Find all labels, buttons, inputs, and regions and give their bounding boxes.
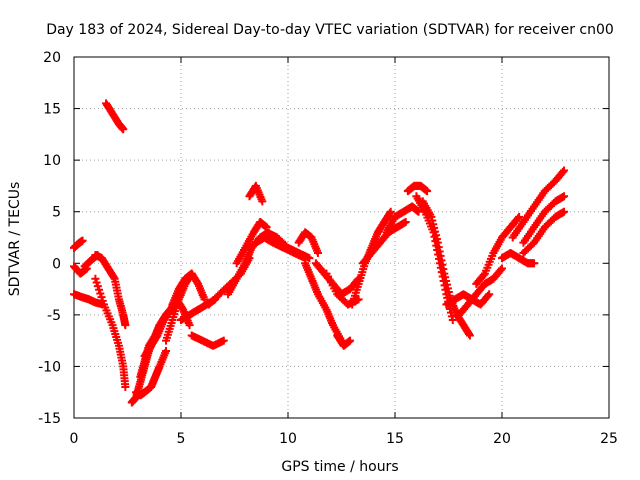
data-point [485, 290, 494, 299]
y-tick-label: -10 [38, 359, 61, 375]
data-point [162, 346, 171, 355]
x-tick-label: 5 [177, 431, 186, 447]
data-point [219, 336, 228, 345]
tick-layer: 0 5 10 15 20 25 20 15 10 5 0 -5 -10 -15 [38, 50, 618, 447]
x-tick-label: 20 [493, 431, 511, 447]
series-s23 [301, 259, 346, 345]
series-s15 [187, 331, 228, 350]
data-point [498, 264, 506, 273]
series-s36 [498, 248, 539, 268]
data-point [119, 125, 128, 134]
data-point [121, 321, 130, 330]
y-axis-label: SDTVAR / TECUs [7, 182, 23, 297]
y-tick-label: 10 [43, 153, 61, 169]
data-point [465, 331, 474, 340]
series-s39 [519, 207, 569, 257]
series-s18 [232, 218, 271, 268]
data-point [305, 254, 314, 263]
y-tick-label: 15 [43, 102, 61, 118]
data-point [401, 218, 410, 227]
series-s26 [333, 331, 355, 350]
y-tick-label: -5 [47, 308, 61, 324]
series-s22 [294, 228, 322, 257]
data-point [530, 259, 539, 268]
y-tick-label: -15 [38, 411, 61, 427]
x-tick-label: 25 [600, 431, 618, 447]
series-s30 [403, 181, 432, 196]
series-s37 [508, 166, 569, 242]
series-s28 [358, 218, 410, 268]
plot-frame [73, 56, 610, 419]
data-point [515, 212, 524, 221]
data-point [414, 207, 423, 216]
x-tick-label: 10 [279, 431, 297, 447]
data-point [346, 336, 355, 345]
series-s01 [70, 236, 87, 252]
marks-layer [70, 99, 569, 407]
x-axis-label: GPS time / hours [281, 459, 398, 475]
series-s29 [382, 202, 423, 237]
series-s03 [70, 262, 91, 278]
data-point [423, 187, 432, 196]
data-point [386, 207, 395, 216]
series-s05 [91, 274, 130, 392]
data-point [121, 383, 130, 392]
series-s11 [140, 295, 194, 361]
data-point [560, 166, 569, 175]
series-s19 [245, 181, 267, 206]
y-tick-label: 0 [52, 256, 61, 272]
x-tick-label: 0 [70, 431, 79, 447]
series-s35 [472, 212, 524, 288]
series-s21 [262, 228, 314, 263]
series-s34 [455, 264, 506, 319]
y-tick-label: 5 [52, 205, 61, 221]
data-point [258, 197, 267, 206]
series-s13 [168, 269, 209, 309]
series-s07 [102, 99, 128, 134]
data-point [78, 236, 87, 245]
x-tick-label: 15 [386, 431, 404, 447]
data-point [313, 248, 322, 257]
chart-title: Day 183 of 2024, Sidereal Day-to-day VTE… [46, 22, 614, 38]
y-tick-label: 20 [43, 50, 61, 66]
data-point [448, 316, 457, 325]
series-s06 [91, 251, 130, 330]
series-s09 [132, 346, 171, 400]
data-point [560, 192, 569, 201]
series-s38 [519, 192, 569, 247]
data-point [560, 207, 569, 216]
data-point [185, 321, 194, 330]
